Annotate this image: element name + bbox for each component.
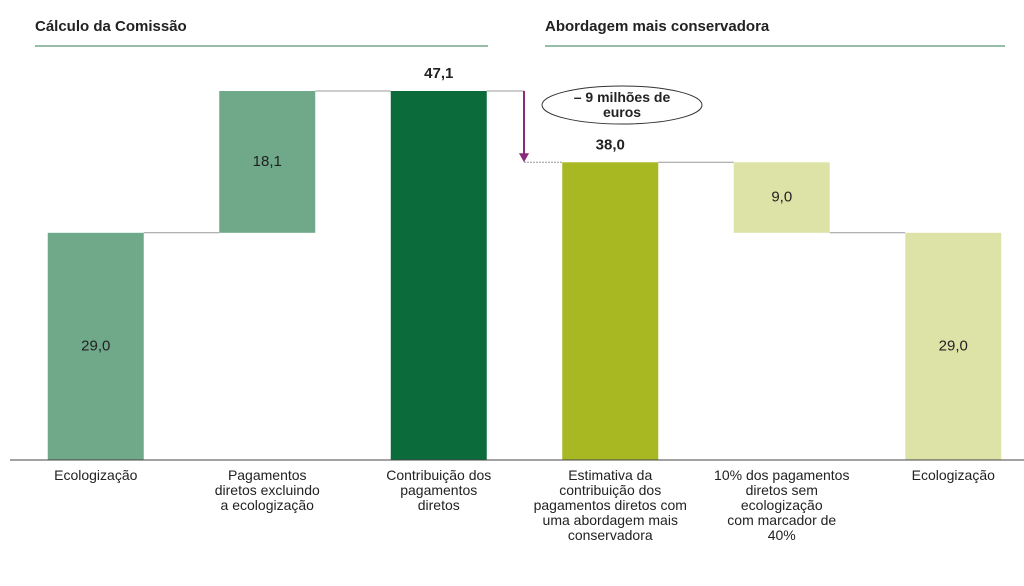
- value-label: 29,0: [939, 337, 968, 354]
- bar: [219, 91, 316, 233]
- value-label: 38,0: [596, 136, 625, 153]
- x-tick-label: Contribuição dos pagamentos diretos: [386, 467, 492, 513]
- bar: [733, 162, 830, 233]
- section-title: Abordagem mais conservadora: [545, 18, 770, 35]
- bar: [390, 91, 487, 460]
- annotation-ellipse: [541, 85, 703, 125]
- x-tick-label: Ecologização: [54, 467, 138, 483]
- x-tick-label: 10% dos pagamentos diretos sem ecologiza…: [714, 467, 850, 543]
- value-label: 29,0: [81, 337, 110, 354]
- x-tick-label: Pagamentos diretos excluindo a ecologiza…: [214, 467, 320, 513]
- section-title: Cálculo da Comissão: [35, 18, 187, 35]
- value-label: 9,0: [771, 189, 792, 206]
- bar: [905, 232, 1002, 460]
- value-label: 18,1: [253, 153, 282, 170]
- bar: [562, 162, 659, 460]
- bar: [47, 232, 144, 460]
- annotation: – 9 milhões de euros: [573, 89, 671, 120]
- x-tick-label: Estimativa da contribuição dos pagamento…: [533, 467, 687, 543]
- x-tick-label: Ecologização: [911, 467, 995, 483]
- value-label: 47,1: [424, 65, 453, 82]
- arrow-head: [519, 153, 529, 163]
